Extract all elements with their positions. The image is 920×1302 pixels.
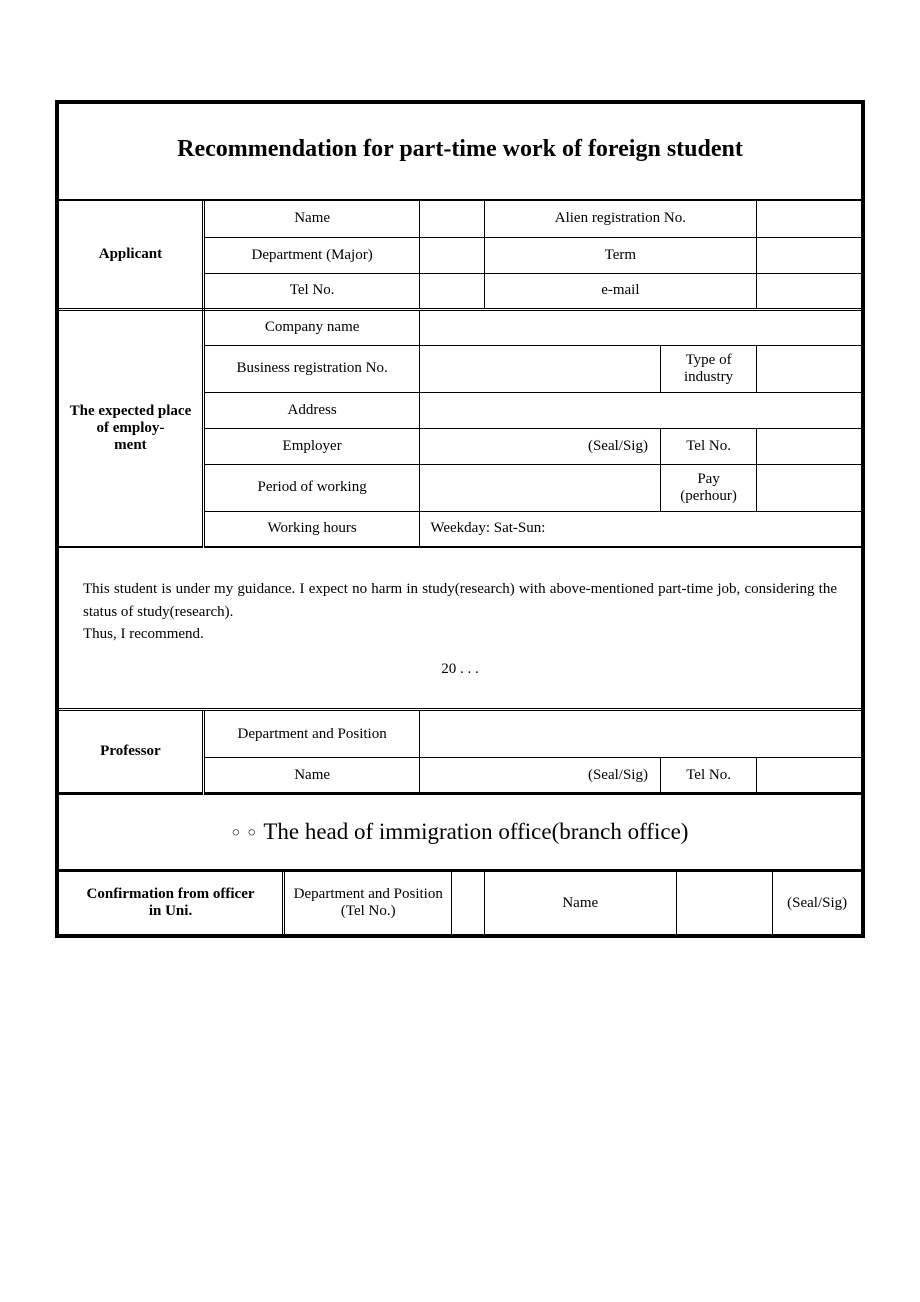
statement-cell: This student is under my guidance. I exp… [59,547,861,710]
email-field[interactable] [757,273,861,309]
term-field[interactable] [757,237,861,273]
statement-text: This student is under my guidance. I exp… [83,578,837,646]
email-label: e-mail [484,273,757,309]
term-label: Term [484,237,757,273]
employer-label: Employer [203,428,420,464]
prof-dept-label: Department and Position [203,710,420,758]
head-office-text: The head of immigration office(branch of… [263,819,688,844]
company-name-field[interactable] [420,309,861,345]
conf-dept-label: Department and Position(Tel No.) [284,872,452,934]
tel-field[interactable] [420,273,484,309]
employer-tel-field[interactable] [757,428,861,464]
prof-name-label: Name [203,758,420,794]
department-field[interactable] [420,237,484,273]
form-title: Recommendation for part-time work of for… [69,136,851,163]
working-hours-label: Working hours [203,511,420,547]
statement-date: 20 . . . [83,658,837,681]
employment-section-label: The expected place of employ-ment [59,309,203,547]
title-row: Recommendation for part-time work of for… [59,104,861,201]
company-name-label: Company name [203,309,420,345]
prof-tel-field[interactable] [757,758,861,794]
name-label: Name [203,201,420,237]
period-label: Period of working [203,464,420,511]
industry-type-label: Type of industry [660,345,756,392]
conf-name-label: Name [484,872,676,934]
pay-label: Pay(perhour) [660,464,756,511]
confirmation-table: Confirmation from officerin Uni. Departm… [59,872,861,934]
employer-seal-sig[interactable]: (Seal/Sig) [420,428,661,464]
tel-label: Tel No. [203,273,420,309]
confirmation-section-label: Confirmation from officerin Uni. [59,872,284,934]
prof-seal-sig[interactable]: (Seal/Sig) [420,758,661,794]
circles-icon: ○ ○ [232,826,258,841]
business-reg-field[interactable] [420,345,661,392]
department-label: Department (Major) [203,237,420,273]
conf-seal-sig[interactable]: (Seal/Sig) [773,872,861,934]
address-field[interactable] [420,392,861,428]
conf-name-field[interactable] [677,872,773,934]
applicant-section-label: Applicant [59,201,203,309]
prof-tel-label: Tel No. [660,758,756,794]
name-field[interactable] [420,201,484,237]
prof-dept-field[interactable] [420,710,861,758]
working-hours-field[interactable]: Weekday: Sat-Sun: [420,511,861,547]
head-office-row: ○ ○ The head of immigration office(branc… [59,794,861,871]
business-reg-label: Business registration No. [203,345,420,392]
industry-type-field[interactable] [757,345,861,392]
professor-section-label: Professor [59,710,203,794]
period-field[interactable] [420,464,661,511]
form-container: Recommendation for part-time work of for… [55,100,865,938]
pay-field[interactable] [757,464,861,511]
alien-reg-label: Alien registration No. [484,201,757,237]
conf-dept-field[interactable] [452,872,484,934]
address-label: Address [203,392,420,428]
alien-reg-field[interactable] [757,201,861,237]
employer-tel-label: Tel No. [660,428,756,464]
applicant-table: Applicant Name Alien registration No. De… [59,201,861,872]
